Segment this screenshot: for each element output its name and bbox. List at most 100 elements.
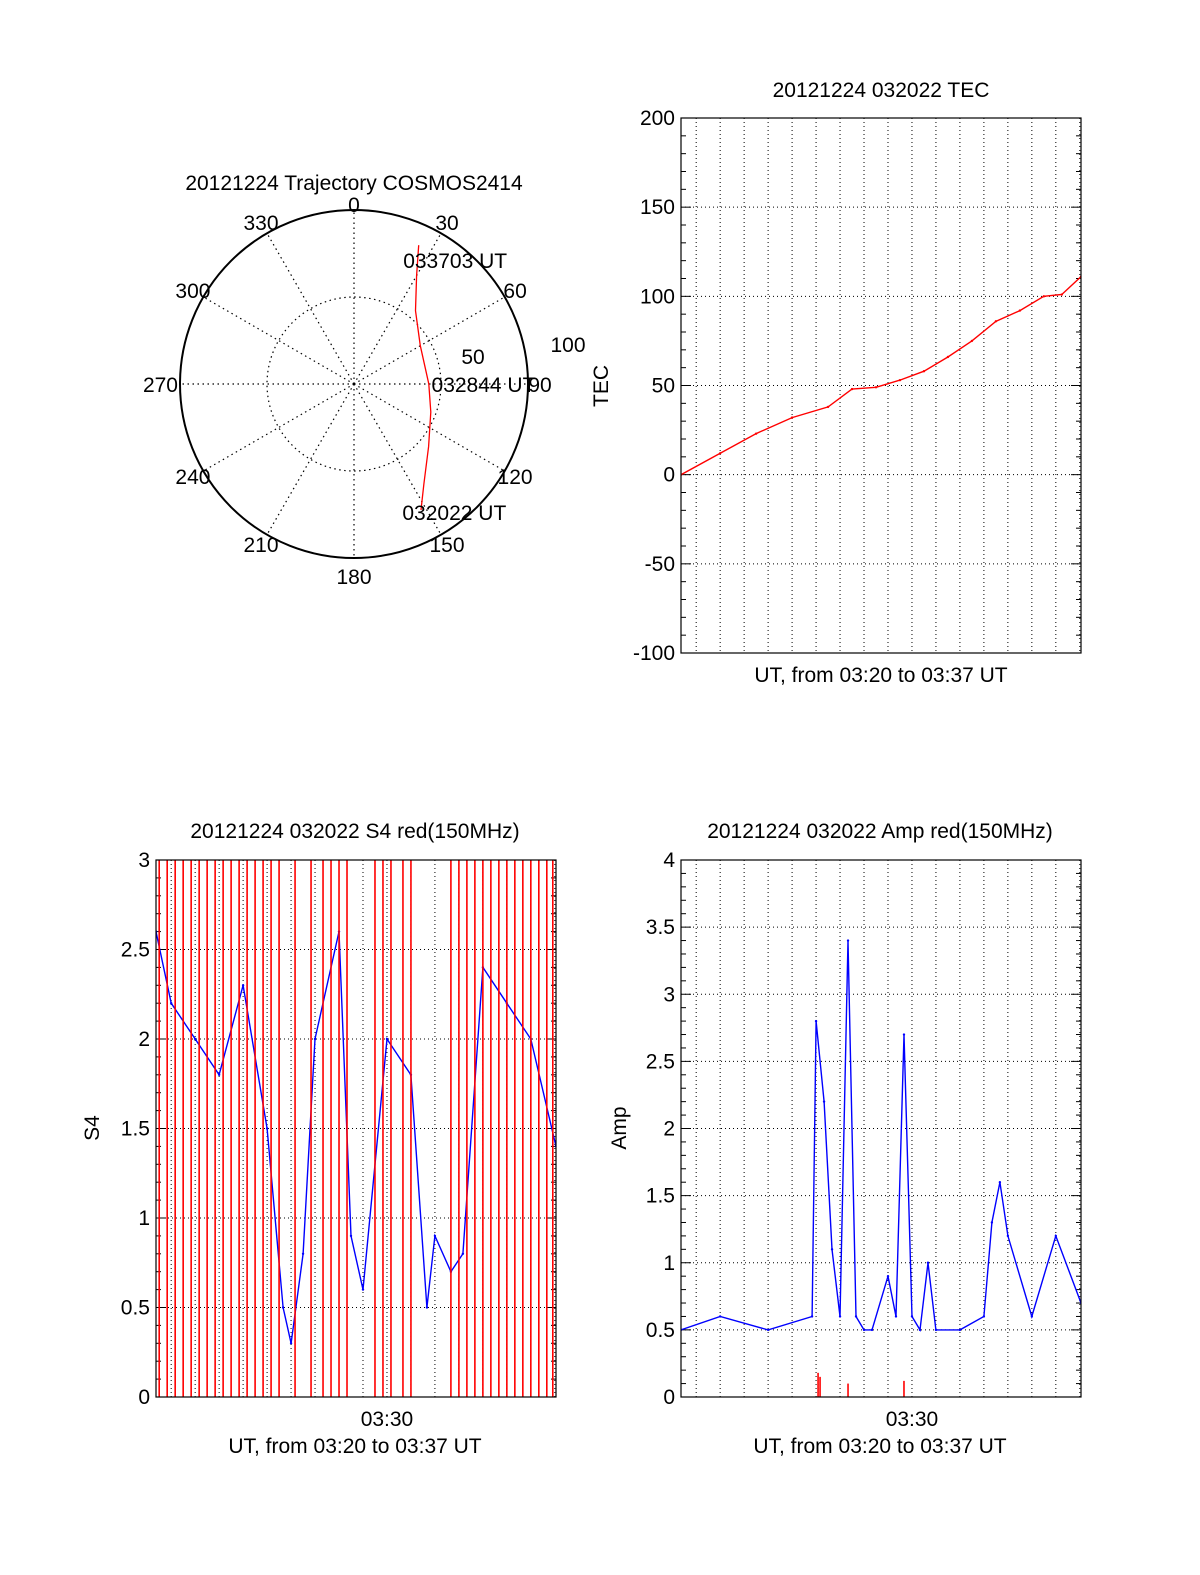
- amp-point: [910, 1315, 914, 1318]
- s4-ytick-label: 1.5: [121, 1118, 150, 1141]
- tec-point: [994, 320, 998, 323]
- polar-radial-labels: 50 100: [461, 334, 585, 369]
- s4-xlabel: UT, from 03:20 to 03:37 UT: [228, 1435, 481, 1458]
- amp-ytick-label: 1: [663, 1252, 675, 1275]
- s4-ytick-label: 0.5: [121, 1297, 150, 1320]
- s4-point: [385, 1037, 389, 1041]
- s4-line: [156, 931, 556, 1344]
- s4-ytick-label: 3: [138, 849, 150, 872]
- polar-spoke-60: [353, 296, 505, 385]
- tec-point: [754, 432, 758, 435]
- polar-azimuth-label-30: 30: [435, 212, 458, 235]
- tec-ytick-label: 0: [663, 464, 675, 487]
- s4-xtick-label: 03:30: [361, 1408, 414, 1431]
- polar-spoke-150: [353, 383, 442, 535]
- tec-ytick-label: -100: [633, 642, 675, 665]
- tec-point: [922, 370, 926, 373]
- amp-point: [990, 1221, 994, 1224]
- amp-point: [838, 1315, 842, 1318]
- polar-spoke-300: [203, 296, 355, 385]
- amp-series: [681, 939, 1081, 1397]
- trajectory-annotations: 033703 UT 032844 UT 032022 UT: [402, 250, 535, 525]
- polar-azimuth-label-120: 120: [498, 466, 533, 489]
- s4-point: [241, 984, 245, 987]
- polar-azimuth-label-0: 0: [348, 194, 360, 217]
- s4-ytick-label: 2: [138, 1028, 150, 1051]
- amp-point: [902, 1033, 906, 1036]
- polar-azimuth-labels: 0 30 60 90 120 150 180 210 240 270 300 330: [143, 194, 552, 589]
- amp-title: 20121224 032022 Amp red(150MHz): [707, 820, 1053, 843]
- polar-spoke-30: [353, 233, 442, 385]
- tec-line: [681, 276, 1081, 476]
- polar-azimuth-label-150: 150: [429, 534, 464, 557]
- s4-point: [281, 1306, 285, 1309]
- tec-point: [946, 355, 950, 359]
- amp-ytick-label: 0: [663, 1386, 675, 1409]
- s4-point: [301, 1252, 305, 1256]
- polar-spoke-210: [266, 383, 355, 535]
- tec-point: [826, 405, 830, 409]
- amp-point: [886, 1274, 890, 1278]
- tec-point: [850, 387, 854, 391]
- amp-point: [958, 1328, 962, 1332]
- amp-point: [822, 1100, 826, 1103]
- polar-radial-label-100: 100: [550, 334, 585, 357]
- s4-point: [313, 1037, 317, 1041]
- tec-series: [681, 275, 1081, 476]
- s4-point: [425, 1306, 429, 1309]
- trajectory-annotation: 032844 UT: [432, 374, 536, 397]
- amp-line: [681, 940, 1081, 1333]
- amp-ytick-label: 1.5: [646, 1185, 675, 1208]
- polar-grid: [179, 209, 529, 559]
- tec-ytick-label: 200: [640, 107, 675, 130]
- s4-ytick-label: 1: [138, 1207, 150, 1230]
- amp-point: [870, 1328, 874, 1332]
- tec-ytick-label: -50: [645, 553, 675, 576]
- amp-point: [718, 1315, 722, 1318]
- polar-azimuth-label-240: 240: [175, 466, 210, 489]
- amp-point: [934, 1328, 938, 1332]
- s4-ytick-label: 2.5: [121, 939, 150, 962]
- amp-point: [846, 939, 850, 942]
- s4-point: [217, 1073, 221, 1077]
- s4-point: [361, 1288, 365, 1291]
- trajectory-annotation: 033703 UT: [403, 250, 507, 273]
- tec-xlabel: UT, from 03:20 to 03:37 UT: [754, 664, 1007, 687]
- amp-xtick-label: 03:30: [886, 1408, 939, 1431]
- tec-point: [898, 378, 902, 382]
- s4-line-chart: 20121224 032022 S4 red(150MHz) S4 UT, fr…: [81, 820, 557, 1458]
- amp-point: [854, 1315, 858, 1318]
- trajectory-series: [414, 245, 432, 511]
- s4-frame: [155, 859, 557, 1398]
- polar-spoke-330: [266, 233, 355, 385]
- polar-azimuth-label-180: 180: [336, 566, 371, 589]
- amp-point: [1054, 1234, 1058, 1238]
- amp-ytick-label: 4: [663, 849, 675, 872]
- amp-point: [926, 1261, 930, 1264]
- tec-ylabel: TEC: [590, 365, 613, 407]
- polar-azimuth-label-210: 210: [243, 534, 278, 557]
- trajectory-title: 20121224 Trajectory COSMOS2414: [185, 172, 523, 195]
- tec-ytick-label: 100: [640, 285, 675, 308]
- s4-ytick-label: 0: [138, 1386, 150, 1409]
- amp-point: [766, 1328, 770, 1332]
- amp-point: [814, 1019, 818, 1023]
- s4-point: [193, 1037, 197, 1041]
- tec-point: [790, 416, 794, 419]
- s4-point: [169, 1002, 173, 1005]
- trajectory-line: [414, 245, 432, 511]
- amp-point: [918, 1328, 922, 1332]
- polar-azimuth-label-90: 90: [528, 374, 551, 397]
- s4-point: [461, 1252, 465, 1256]
- tec-point: [1042, 295, 1046, 298]
- amp-ytick-label: 0.5: [646, 1319, 675, 1342]
- amp-point: [810, 1315, 814, 1318]
- polar-outer-circle: [179, 209, 529, 559]
- amp-point: [982, 1315, 986, 1318]
- s4-point: [289, 1342, 293, 1345]
- tec-title: 20121224 032022 TEC: [773, 79, 990, 102]
- polar-azimuth-label-60: 60: [503, 280, 526, 303]
- s4-series: [156, 860, 556, 1397]
- amp-ytick-label: 3.5: [646, 916, 675, 939]
